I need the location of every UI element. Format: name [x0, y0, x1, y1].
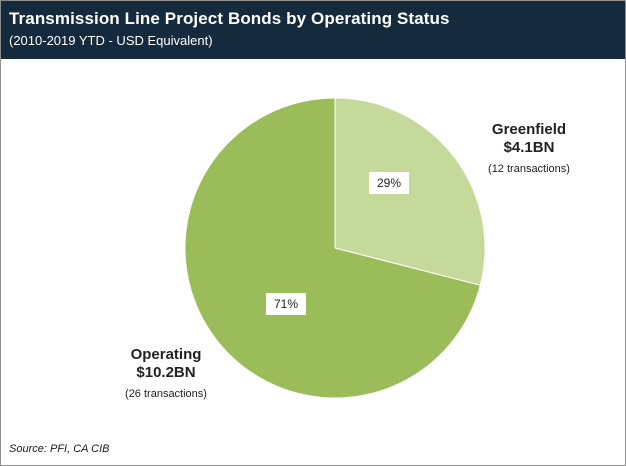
source-note: Source: PFI, CA CIB	[9, 443, 110, 455]
callout-operating-amount: $10.2BN	[136, 364, 196, 381]
pie-slice-operating	[184, 97, 481, 399]
callout-operating-name: Operating	[130, 346, 202, 363]
pie-label-operating-percent: 71%	[266, 293, 306, 315]
chart-subtitle: (2010-2019 YTD - USD Equivalent)	[9, 33, 213, 48]
pie-label-greenfield-percent: 29%	[369, 172, 409, 194]
pie-slice-greenfield	[334, 97, 486, 286]
chart-header: Transmission Line Project Bonds by Opera…	[1, 1, 625, 59]
callout-greenfield: Greenfield $4.1BN (12 transactions)	[469, 121, 589, 175]
callout-operating-count: (26 transactions)	[125, 388, 207, 400]
callout-greenfield-name: Greenfield	[491, 121, 567, 138]
chart-title: Transmission Line Project Bonds by Opera…	[9, 9, 450, 28]
callout-operating: Operating $10.2BN (26 transactions)	[101, 346, 231, 400]
callout-greenfield-count: (12 transactions)	[488, 163, 570, 175]
callout-greenfield-amount: $4.1BN	[503, 139, 555, 156]
